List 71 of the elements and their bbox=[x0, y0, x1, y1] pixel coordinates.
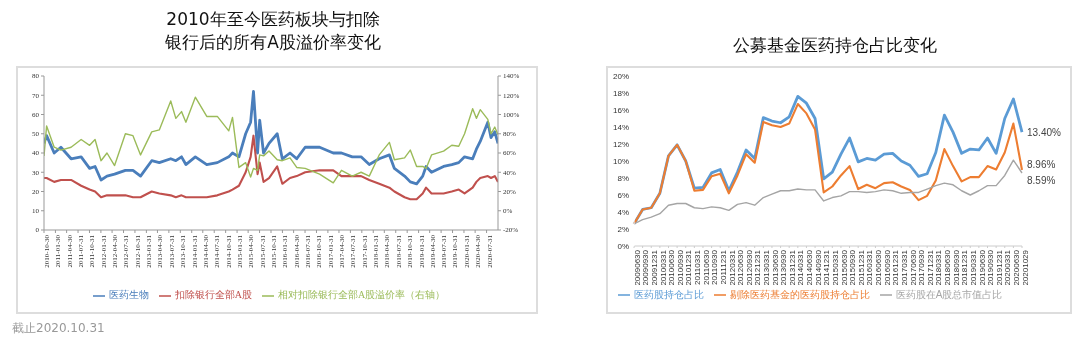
x-tick-label: 20100630 bbox=[667, 249, 677, 286]
x-tick-label: 20200630 bbox=[1012, 249, 1022, 286]
x-tick-label: 20160331 bbox=[865, 249, 875, 286]
line-series bbox=[44, 134, 498, 201]
x-tick-label: 20170331 bbox=[899, 249, 909, 286]
x-tick-label: 20131231 bbox=[787, 249, 797, 286]
y-tick-label: 14% bbox=[612, 122, 629, 132]
text: 截止2020.10.31 bbox=[12, 320, 105, 337]
y-tick-label: 12% bbox=[612, 139, 629, 149]
legend-label: 医药生物 bbox=[108, 289, 149, 300]
legend-label: 相对扣除银行全部A股溢价率（右轴） bbox=[278, 289, 446, 300]
x-tick-label: 20170630 bbox=[908, 249, 918, 286]
x-tick-label: 20201029 bbox=[1020, 249, 1030, 286]
x-tick-label: 20151231 bbox=[856, 249, 866, 286]
x-tick-label: 20091231 bbox=[649, 249, 659, 286]
x-tick-label: 20141231 bbox=[822, 249, 832, 286]
x-tick-label: 20160930 bbox=[882, 249, 892, 286]
y-tick-label: 0% bbox=[617, 241, 629, 251]
y-tick-label: 2% bbox=[617, 224, 629, 234]
legend-label: 医药股持仓占比 bbox=[633, 289, 704, 300]
x-tick-label: 20190630 bbox=[977, 249, 987, 286]
y-tick-label: 20% bbox=[612, 71, 629, 81]
x-tick-label: 20190930 bbox=[986, 249, 996, 286]
x-tick-label: 20110630 bbox=[701, 249, 711, 285]
x-tick-label: 20161231 bbox=[891, 249, 901, 286]
y-tick-label: 16% bbox=[612, 105, 629, 115]
x-tick-label: 20190331 bbox=[968, 249, 978, 286]
x-tick-label: 20140331 bbox=[796, 249, 806, 286]
x-tick-label: 20120630 bbox=[736, 249, 746, 286]
x-tick-label: 20100930 bbox=[675, 249, 685, 286]
data-label: 8.96% bbox=[1027, 158, 1056, 170]
x-tick-label: 20150630 bbox=[839, 249, 849, 286]
x-tick-label: 20121231 bbox=[753, 249, 763, 286]
x-tick-label: 20110331 bbox=[693, 249, 703, 285]
x-tick-label: 20111231 bbox=[718, 249, 728, 285]
x-tick-label: 20181231 bbox=[960, 249, 970, 286]
data-label: 8.59% bbox=[1027, 174, 1056, 186]
x-tick-label: 20180331 bbox=[934, 249, 944, 286]
x-tick-label: 20120930 bbox=[744, 249, 754, 286]
y-tick-label: 18% bbox=[612, 88, 629, 98]
x-tick-label: 20140630 bbox=[805, 249, 815, 286]
data-label: 13.40% bbox=[1027, 127, 1062, 139]
chart-title: 2010年至今医药板块与扣除银行后的所有A股溢价率变化 bbox=[164, 8, 382, 54]
x-tick-label: 20180930 bbox=[951, 249, 961, 286]
x-tick-label: 20120331 bbox=[727, 249, 737, 286]
x-tick-label: 20170930 bbox=[917, 249, 927, 286]
legend-label: 医药股在A股总市值占比 bbox=[895, 289, 1003, 300]
x-tick-label: 20100331 bbox=[658, 249, 668, 286]
x-tick-label: 20150331 bbox=[830, 249, 840, 286]
x-tick-label: 20140930 bbox=[813, 249, 823, 286]
y-tick-label: 4% bbox=[617, 207, 629, 217]
x-tick-label: 20090930 bbox=[641, 249, 651, 286]
x-tick-label: 20130331 bbox=[762, 249, 772, 286]
x-tick-label: 20171231 bbox=[925, 249, 935, 286]
x-tick-label: 20130630 bbox=[770, 249, 780, 286]
x-tick-label: 20150930 bbox=[848, 249, 858, 286]
y-tick-label: 10% bbox=[612, 156, 629, 166]
y-tick-label: 8% bbox=[617, 173, 629, 183]
x-tick-label: 20180630 bbox=[943, 249, 953, 286]
legend-label: 扣除银行全部A股 bbox=[174, 289, 252, 300]
x-tick-label: 20110930 bbox=[710, 249, 720, 285]
x-tick-label: 20191231 bbox=[994, 249, 1004, 286]
x-tick-label: 20101231 bbox=[684, 249, 694, 286]
x-tick-label: 20200331 bbox=[1003, 249, 1013, 286]
legend-label: 剔除医药基金的医药股持仓占比 bbox=[729, 289, 870, 300]
y-tick-label: 6% bbox=[617, 190, 629, 200]
x-tick-label: 20090630 bbox=[632, 249, 642, 286]
line-series bbox=[633, 159, 1023, 225]
x-tick-label: 20130930 bbox=[779, 249, 789, 286]
x-tick-label: 20160630 bbox=[874, 249, 884, 286]
chart-title: 公募基金医药持仓占比变化 bbox=[732, 34, 938, 57]
